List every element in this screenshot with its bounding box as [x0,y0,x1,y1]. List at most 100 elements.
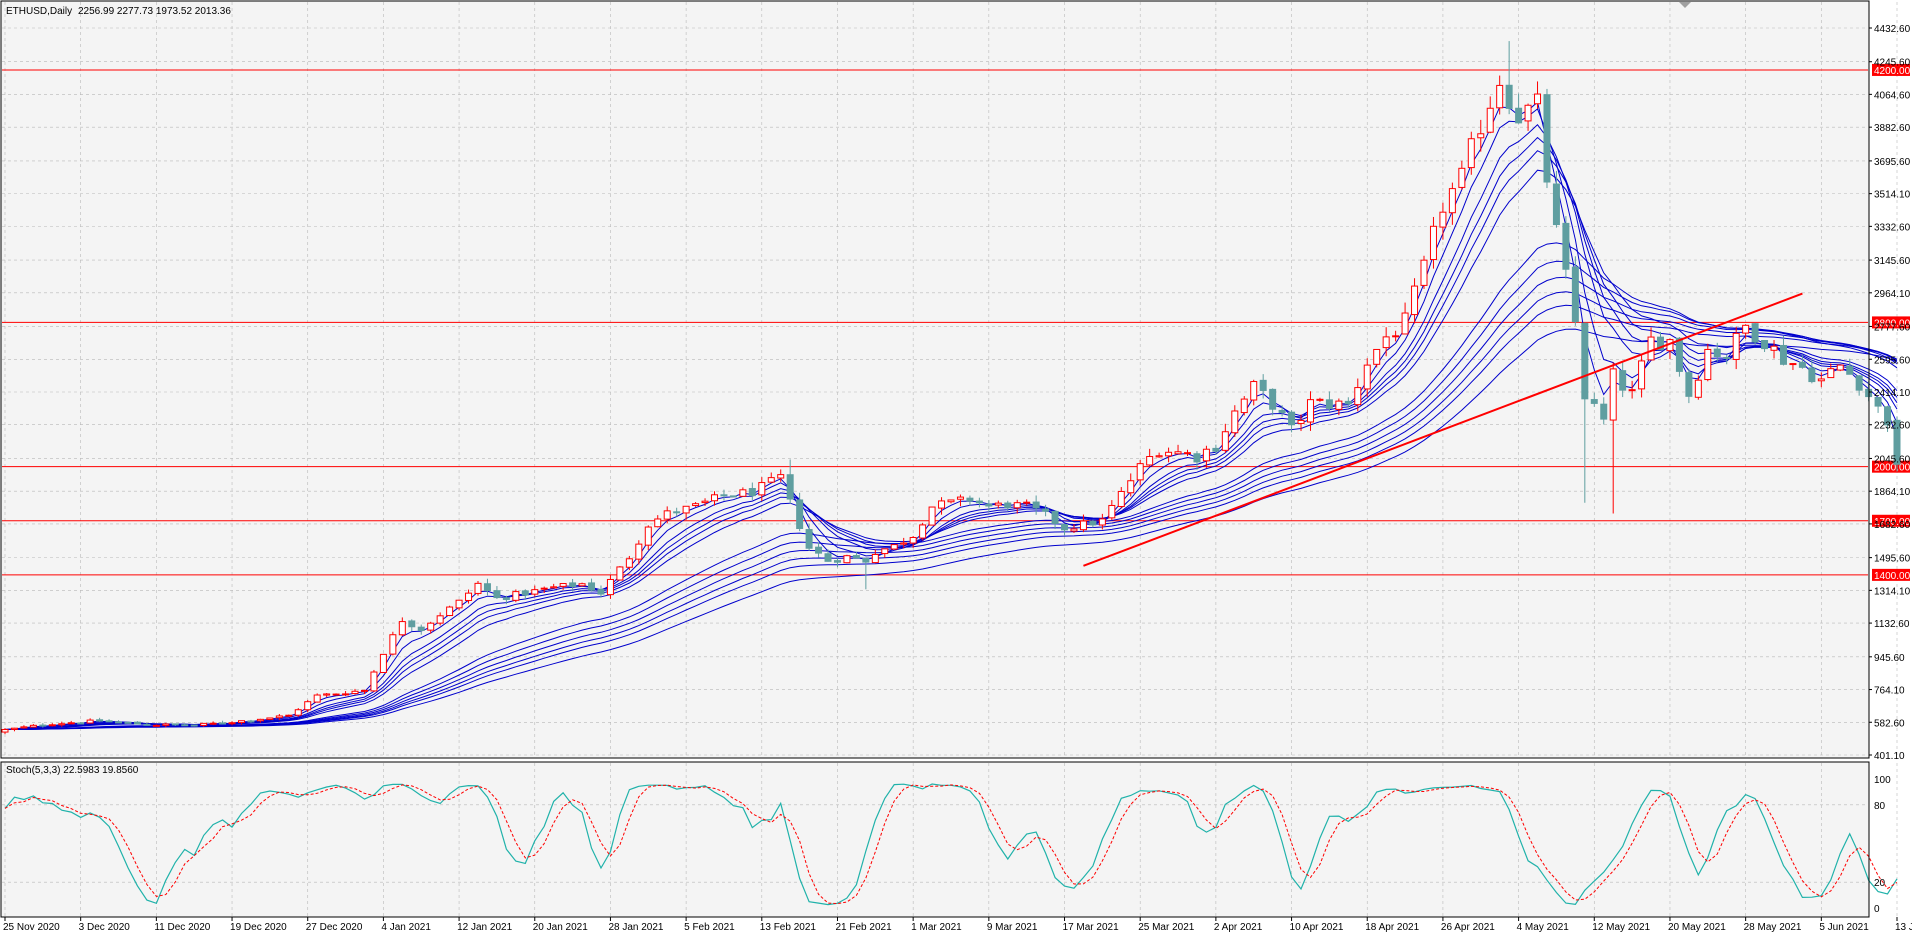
candle-bull [1742,324,1750,334]
candle-bear [1619,370,1627,391]
candle-bear [748,488,756,497]
price-axis-labels: 4432.60 4245.60 4064.60 3882.60 3695.60 3514.… [1869,24,1911,762]
candle-bull [1496,84,1504,109]
candle-bull [1231,410,1239,434]
price-tick-label: 3332.60 [1874,222,1911,233]
time-tick-label: 5 Jun 2021 [1819,922,1869,933]
time-tick-label: 12 May 2021 [1592,922,1650,933]
candle-bull [1628,389,1636,392]
level-tag-label: 2800.00 [1874,318,1911,329]
trendline-segment[interactable] [1083,292,1803,567]
candle-bull [67,722,75,725]
candle-bull [294,709,302,716]
candle-bear [417,626,425,631]
candle-bear [1543,94,1551,183]
candle-bull [682,505,690,514]
price-tick-label: 2232.60 [1874,421,1911,432]
stoch-axis-labels: 100 80 20 0 [1874,775,1891,915]
price-tick-label: 3145.60 [1874,256,1911,267]
horizontal-levels[interactable]: 4200.00 2800.00 2000.00 1700.00 1400.00 [2,63,1911,582]
candle-bear [1061,524,1069,531]
candle-bear [1212,447,1220,452]
candle-bear [852,555,860,559]
time-tick-label: 28 May 2021 [1744,922,1802,933]
candle-bull [1477,133,1485,139]
stoch-tick-label: 20 [1874,878,1886,889]
candle-bear [786,474,794,500]
candle-bull [1354,387,1362,406]
candlestick-series [1,41,1901,735]
candle-bear [796,499,804,529]
candle-bull [994,502,1002,506]
candle-bull [701,500,709,504]
trendline[interactable] [1083,292,1803,567]
candle-bear [1515,107,1523,124]
candle-bull [1013,502,1021,509]
main-panel-background [1,1,1869,758]
price-tick-label: 582.60 [1874,718,1905,729]
ribbon-ma-line [4,108,1898,730]
candle-bull [1306,399,1314,423]
candle-bull [1184,452,1191,455]
time-tick-label: 25 Mar 2021 [1138,922,1195,933]
candle-bull [1467,138,1475,169]
candle-bear [1278,409,1286,414]
candle-bull [1486,107,1494,133]
candle-bull [1202,448,1210,462]
candle-bear [1855,375,1863,391]
candle-bear [569,582,577,588]
time-tick-label: 21 Feb 2021 [835,922,892,933]
price-tick-label: 1495.60 [1874,554,1911,565]
candle-bull [1335,400,1343,410]
time-tick-label: 20 May 2021 [1668,922,1726,933]
stoch-panel-frame [0,761,1870,918]
candle-bull [58,723,66,726]
candle-bull [616,566,624,581]
candle-bull [938,500,946,509]
main-panel-frame [0,0,1870,759]
candle-bull [1638,360,1646,390]
price-tick-label: 2045.60 [1874,454,1911,465]
time-tick-label: 1 Mar 2021 [911,922,962,933]
candle-bear [408,620,416,628]
time-tick-label: 26 Apr 2021 [1441,922,1495,933]
time-tick-label: 3 Dec 2020 [79,922,131,933]
candle-bear [805,529,813,549]
ribbon-ma-line [4,169,1898,730]
candle-bull [1363,364,1371,390]
ribbon-ma-line [4,123,1898,730]
candle-bull [360,689,368,692]
time-tick-label: 4 May 2021 [1517,922,1570,933]
level-tag [1872,316,1910,329]
stoch-signal-line [4,784,1898,905]
candle-bull [1439,211,1447,228]
ribbon-ma-line [4,136,1898,730]
candle-bull [1609,368,1617,421]
candle-bull [1732,332,1740,360]
candle-bear [985,503,993,507]
candle-bull [266,717,274,720]
price-tick-label: 2595.60 [1874,355,1911,366]
price-tick-label: 401.10 [1874,751,1905,762]
candle-bull [1297,419,1305,424]
level-tag-label: 1700.00 [1874,517,1911,528]
price-tick-label: 4064.60 [1874,90,1911,101]
candle-bull [956,496,964,500]
time-tick-label: 9 Mar 2021 [987,922,1038,933]
candle-bear [181,724,189,727]
candle-bull [275,715,283,719]
time-tick-label: 25 Nov 2020 [3,922,60,933]
time-tick-label: 19 Dec 2020 [230,922,287,933]
candle-bear [1552,183,1560,226]
candle-bear [115,721,123,724]
candle-bear [1193,453,1201,463]
price-tick-label: 3514.10 [1874,190,1911,201]
candle-bull [1165,451,1173,457]
candle-bear [673,511,681,514]
chart-shift-marker[interactable] [1679,2,1691,8]
candle-bull [928,506,936,526]
level-tag [1872,63,1910,76]
candle-bear [1089,520,1097,526]
